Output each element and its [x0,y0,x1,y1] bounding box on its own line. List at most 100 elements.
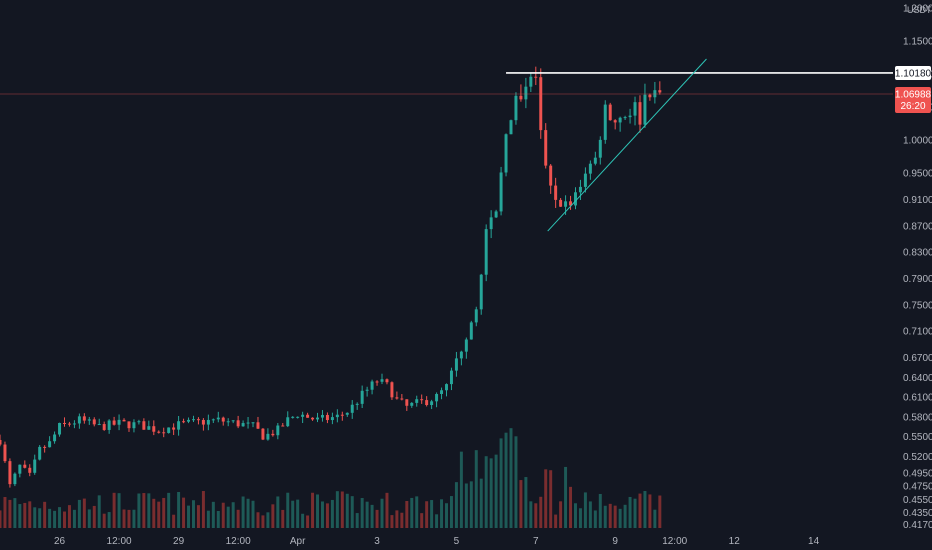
time-tick-label: 9 [612,536,618,547]
candle-body [410,402,414,406]
candle-body [425,400,429,406]
candle-body [142,421,146,430]
volume-bar [479,478,483,528]
volume-bar [286,492,290,528]
candle-body [132,422,136,429]
volume-bar [420,513,424,528]
candle-body [345,412,349,415]
candle-body [598,139,602,158]
volume-bar [474,450,478,528]
candle-body [449,370,453,385]
candle-body [157,431,161,433]
volume-bar [97,495,101,528]
time-axis[interactable]: 26 12:00 29 12:00 Apr 3 5 7 9 12:00 12 14 [54,536,820,547]
candle-body [400,398,404,400]
candle-body [246,422,250,424]
volume-bar [395,510,399,528]
candle-body [539,77,543,131]
volume-bar [196,505,200,528]
candle-body [390,382,394,398]
candle-body [23,464,27,468]
candle-body [187,419,191,422]
volume-bar [152,498,156,528]
candle-body [459,351,463,359]
candle-body [296,416,300,418]
candle-body [613,120,617,123]
volume-bar [67,505,71,528]
current-price-label: 1.06988 [895,90,932,101]
volume-bar [559,501,563,528]
candle-body [271,433,275,436]
candle-body [122,419,126,422]
candle-body [415,399,419,403]
volume-bar [8,499,12,528]
volume-bar [613,505,617,528]
volume-bar [380,498,384,528]
time-tick-label: Apr [290,536,306,547]
time-tick-label: 14 [808,536,820,547]
volume-bar [142,493,146,528]
ascending-trendline [547,58,707,232]
volume-bar [554,514,558,528]
candle-body [0,440,2,445]
candle-body [276,425,280,436]
resistance-price-box [895,65,931,80]
candle-body [63,422,66,424]
candle-body [638,102,642,125]
volume-bar [206,510,210,528]
volume-bar [569,486,573,528]
volume-bar [325,503,329,528]
candle-body [370,381,374,390]
volume-bar [335,491,339,528]
candle-body [311,417,315,420]
volume-bar [311,492,315,528]
candle-body [301,414,305,417]
candle-body [102,424,106,430]
volume-bar [574,503,577,528]
volume-bar [355,513,359,528]
candle-body [28,467,32,473]
candle-body [479,274,483,310]
candle-body [87,419,91,421]
volume-bar [216,510,220,528]
volume-bar [539,496,543,528]
candle-body [77,416,81,424]
price-axis[interactable]: USDT 1.200001.150001.100001.050001.00000… [903,4,932,531]
volume-bar [449,496,453,528]
time-tick-label: 3 [374,536,380,547]
candle-body [569,201,573,206]
candle-body [658,90,662,93]
volume-bar [464,483,468,528]
candle-body [107,420,111,430]
volume-bar [509,428,513,528]
candle-body [231,420,235,422]
candle-body [445,384,448,391]
candle-body [72,423,76,425]
volume-bar [628,496,632,528]
candle-body [335,414,339,418]
volume-bar [425,501,429,528]
candle-body [544,130,548,166]
candle-body [201,419,205,425]
time-tick-label: 26 [54,536,66,547]
candle-body [549,165,553,186]
volume-bar [112,492,116,528]
drawing-overlays[interactable] [0,58,893,232]
candle-body [350,404,354,413]
candle-body [554,185,558,200]
candle-body [340,414,344,416]
volume-bar [147,493,151,528]
candle-body [147,426,151,430]
volume-bar [63,511,66,528]
